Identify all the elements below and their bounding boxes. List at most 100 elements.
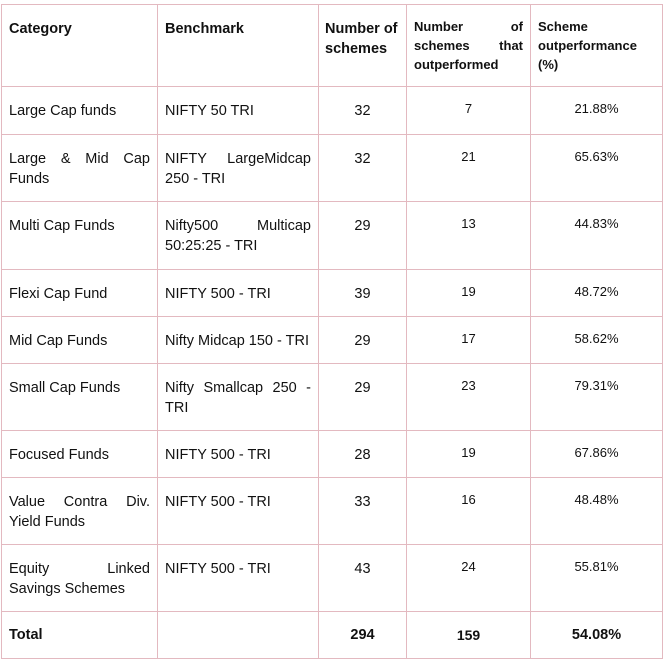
header-outperformed-line2: schemes that: [414, 38, 523, 53]
benchmark-text: NIFTY 500 - TRI: [165, 494, 271, 510]
outperformed-value: 24: [461, 559, 476, 574]
table-row: Equity Linked Savings Schemes NIFTY 500 …: [1, 544, 663, 612]
header-outperformed-line3: outperformed: [414, 57, 499, 72]
benchmark-text: NIFTY 500 - TRI: [165, 561, 271, 577]
category-text-line1: Large & Mid Cap: [9, 151, 150, 167]
category-cell: Large & Mid Cap Funds: [1, 134, 158, 202]
category-text-line1: Value Contra Div.: [9, 494, 150, 510]
schemes-value: 39: [354, 286, 371, 302]
outperformed-cell: 19: [406, 430, 531, 478]
total-outperformed-value: 159: [456, 626, 481, 643]
outperformed-value: 13: [461, 216, 476, 231]
category-text: Flexi Cap Fund: [9, 286, 108, 302]
header-category-text: Category: [9, 21, 72, 37]
pct-value: 79.31%: [574, 378, 619, 393]
category-cell: Multi Cap Funds: [1, 201, 158, 270]
total-benchmark-cell: [157, 611, 319, 659]
benchmark-text: NIFTY 500 - TRI: [165, 447, 271, 463]
schemes-cell: 29: [318, 363, 407, 431]
schemes-cell: 32: [318, 86, 407, 135]
benchmark-cell: Nifty500 Multicap 50:25:25 - TRI: [157, 201, 319, 270]
category-text-line1: Equity Linked: [9, 561, 150, 577]
total-row: Total 294 159 54.08%: [1, 611, 663, 659]
outperformed-value: 19: [461, 445, 476, 460]
benchmark-cell: NIFTY 500 - TRI: [157, 269, 319, 317]
schemes-value: 32: [354, 103, 371, 119]
schemes-cell: 29: [318, 316, 407, 364]
category-cell: Equity Linked Savings Schemes: [1, 544, 158, 612]
pct-value: 58.62%: [574, 331, 619, 346]
benchmark-text-line2: TRI: [165, 400, 189, 416]
header-benchmark: Benchmark: [157, 4, 319, 87]
header-outperformance-pct: Scheme outperformance (%): [530, 4, 663, 87]
outperformed-value: 7: [464, 101, 473, 116]
schemes-cell: 39: [318, 269, 407, 317]
category-cell: Small Cap Funds: [1, 363, 158, 431]
pct-value: 67.86%: [574, 445, 619, 460]
outperformed-cell: 24: [406, 544, 531, 612]
header-pct-line2: outperformance: [538, 38, 637, 53]
total-label-cell: Total: [1, 611, 158, 659]
header-benchmark-text: Benchmark: [165, 21, 244, 37]
pct-value: 21.88%: [574, 101, 619, 116]
header-number-of-schemes: Number of schemes: [318, 4, 407, 87]
outperformed-cell: 13: [406, 201, 531, 270]
outperformed-cell: 17: [406, 316, 531, 364]
schemes-value: 28: [354, 447, 371, 463]
pct-cell: 79.31%: [530, 363, 663, 431]
table-row: Value Contra Div. Yield Funds NIFTY 500 …: [1, 477, 663, 545]
pct-cell: 48.48%: [530, 477, 663, 545]
pct-cell: 65.63%: [530, 134, 663, 202]
header-number-of-schemes-line1: Number of: [325, 21, 398, 37]
schemes-value: 29: [354, 333, 371, 349]
outperformed-value: 23: [461, 378, 476, 393]
total-schemes-value: 294: [350, 627, 375, 643]
benchmark-cell: Nifty Midcap 150 - TRI: [157, 316, 319, 364]
pct-cell: 58.62%: [530, 316, 663, 364]
total-outperformed-cell: 159: [406, 611, 531, 659]
category-cell: Large Cap funds: [1, 86, 158, 135]
schemes-cell: 33: [318, 477, 407, 545]
category-text-line2: Savings Schemes: [9, 581, 126, 597]
header-category: Category: [1, 4, 158, 87]
benchmark-cell: Nifty Smallcap 250 - TRI: [157, 363, 319, 431]
outperformed-value: 21: [461, 149, 476, 164]
outperformed-value: 17: [461, 331, 476, 346]
outperformed-cell: 7: [406, 86, 531, 135]
total-schemes-cell: 294: [318, 611, 407, 659]
pct-value: 48.48%: [574, 492, 619, 507]
fund-performance-table: Category Benchmark Number of schemes Num…: [1, 4, 663, 659]
schemes-value: 33: [354, 494, 371, 510]
benchmark-text-line1: Nifty Smallcap 250 -: [165, 380, 311, 396]
header-outperformed-line1: Number of: [414, 19, 523, 34]
pct-cell: 55.81%: [530, 544, 663, 612]
pct-cell: 48.72%: [530, 269, 663, 317]
outperformed-cell: 23: [406, 363, 531, 431]
table-row: Multi Cap Funds Nifty500 Multicap 50:25:…: [1, 201, 663, 270]
category-text: Focused Funds: [9, 447, 109, 463]
category-cell: Flexi Cap Fund: [1, 269, 158, 317]
schemes-cell: 29: [318, 201, 407, 270]
outperformed-value: 16: [461, 492, 476, 507]
schemes-value: 32: [354, 151, 371, 167]
category-text: Multi Cap Funds: [9, 218, 115, 234]
header-row: Category Benchmark Number of schemes Num…: [1, 4, 663, 87]
pct-cell: 67.86%: [530, 430, 663, 478]
benchmark-text-line2: 50:25:25 - TRI: [165, 238, 258, 254]
pct-value: 65.63%: [574, 149, 619, 164]
header-number-of-schemes-line2: schemes: [325, 41, 388, 57]
benchmark-cell: NIFTY 500 - TRI: [157, 477, 319, 545]
table-row: Flexi Cap Fund NIFTY 500 - TRI 39 19 48.…: [1, 269, 663, 317]
category-text: Large Cap funds: [9, 103, 117, 119]
benchmark-text-line2: 250 - TRI: [165, 171, 226, 187]
schemes-value: 29: [354, 380, 371, 396]
table-row: Large & Mid Cap Funds NIFTY LargeMidcap …: [1, 134, 663, 202]
total-pct-cell: 54.08%: [530, 611, 663, 659]
pct-value: 48.72%: [574, 284, 619, 299]
outperformed-cell: 19: [406, 269, 531, 317]
category-cell: Mid Cap Funds: [1, 316, 158, 364]
benchmark-text: NIFTY 500 - TRI: [165, 286, 271, 302]
benchmark-text-line1: NIFTY LargeMidcap: [165, 151, 311, 167]
total-label: Total: [9, 627, 43, 643]
pct-value: 55.81%: [574, 559, 619, 574]
